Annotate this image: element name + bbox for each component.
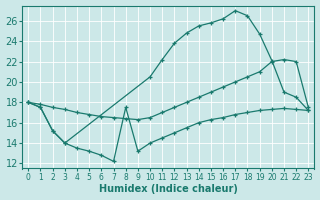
X-axis label: Humidex (Indice chaleur): Humidex (Indice chaleur) xyxy=(99,184,238,194)
